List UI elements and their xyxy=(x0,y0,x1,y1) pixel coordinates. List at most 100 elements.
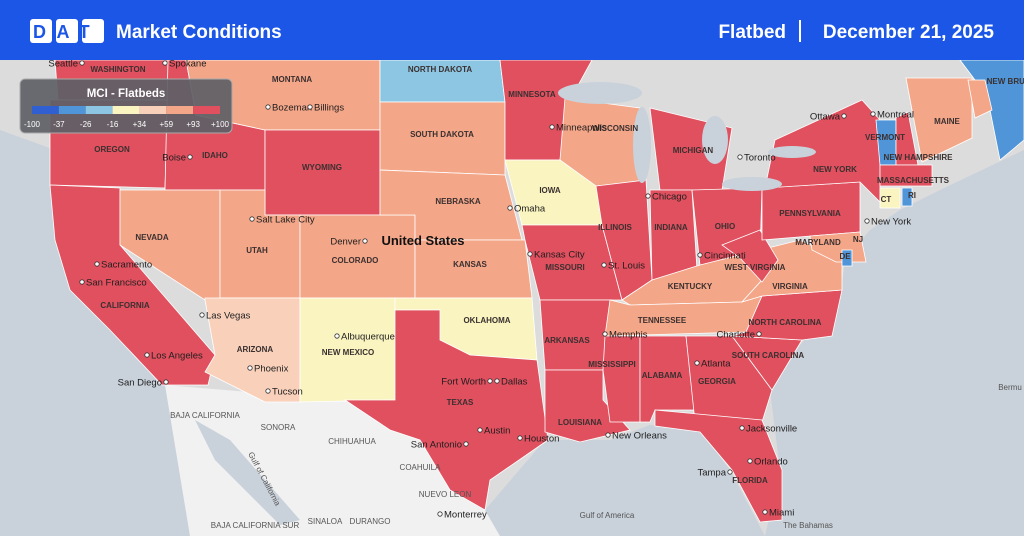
state-mississippi xyxy=(602,335,641,423)
city-dot xyxy=(507,205,513,211)
city-label: San Antonio xyxy=(411,440,462,451)
city-dot xyxy=(199,312,205,318)
city-label: Tampa xyxy=(697,468,726,479)
city-label: St. Louis xyxy=(608,261,645,272)
state-label: GEORGIA xyxy=(698,377,736,386)
state-kansas xyxy=(414,239,533,299)
region-label: NUEVO LEON xyxy=(419,490,472,499)
city-dot xyxy=(870,111,876,117)
state-label: NEVADA xyxy=(135,233,168,242)
state-label: VIRGINIA xyxy=(772,282,808,291)
city-dot xyxy=(602,331,608,337)
city-label: Ottawa xyxy=(810,112,841,123)
city-dot xyxy=(739,425,745,431)
city-dot xyxy=(697,252,703,258)
state-label: NEW BRUNSWICK xyxy=(987,77,1024,86)
legend: MCI - Flatbeds -100 -37 -26 -16 +34 +59 +93 +10… xyxy=(19,78,233,134)
city-dot xyxy=(487,378,493,384)
city-dot xyxy=(144,352,150,358)
state-label: WASHINGTON xyxy=(91,65,146,74)
city-label: Omaha xyxy=(514,204,546,215)
legend-swatch xyxy=(166,106,194,114)
equipment: Flatbed xyxy=(718,22,786,43)
city-dot xyxy=(265,104,271,110)
region-label: BAJA CALIFORNIA SUR xyxy=(211,521,300,530)
state-label: WEST VIRGINIA xyxy=(725,263,786,272)
legend-tick-label: +59 xyxy=(159,120,173,129)
logo-box xyxy=(56,19,78,43)
water-label: The Bahamas xyxy=(783,521,833,530)
state-label: NORTH CAROLINA xyxy=(749,318,822,327)
city-dot xyxy=(841,113,847,119)
city-dot xyxy=(762,509,768,515)
state-label: OKLAHOMA xyxy=(463,316,510,325)
legend-swatch xyxy=(85,106,113,114)
city-label: Fort Worth xyxy=(441,377,486,388)
city-label: San Diego xyxy=(118,378,162,389)
city-label: Los Angeles xyxy=(151,351,203,362)
header-title: Market Conditions xyxy=(116,22,282,43)
state-label: TEXAS xyxy=(447,398,474,407)
region-label: SINALOA xyxy=(308,517,343,526)
state-label: MONTANA xyxy=(272,75,313,84)
state-label: OREGON xyxy=(94,145,130,154)
state-label: DE xyxy=(839,252,851,261)
header-bar xyxy=(0,0,1024,60)
state-label: IOWA xyxy=(539,186,561,195)
state-label: ARIZONA xyxy=(237,345,274,354)
city-label: Spokane xyxy=(169,59,207,70)
city-label: Albuquerque xyxy=(341,332,395,343)
legend-swatch xyxy=(32,106,59,114)
state-connecticut xyxy=(879,187,901,209)
state-label: NORTH DAKOTA xyxy=(408,65,473,74)
state-label: UTAH xyxy=(246,246,268,255)
state-label: NJ xyxy=(853,235,863,244)
legend-swatch xyxy=(112,106,140,114)
city-label: Kansas City xyxy=(534,250,585,261)
state-label: TENNESSEE xyxy=(638,316,687,325)
city-label: Jacksonville xyxy=(746,424,797,435)
city-label: Bozeman xyxy=(272,103,312,114)
state-rhode-island xyxy=(901,187,913,207)
logo-text: DAT xyxy=(33,22,100,42)
city-dot xyxy=(747,458,753,464)
city-dot xyxy=(527,251,533,257)
city-dot xyxy=(605,432,611,438)
city-label: Monterrey xyxy=(444,510,487,521)
city-dot xyxy=(187,154,193,160)
region-label: BAJA CALIFORNIA xyxy=(170,411,240,420)
state-label: OHIO xyxy=(715,222,735,231)
region-label: DURANGO xyxy=(350,517,391,526)
city-dot xyxy=(79,279,85,285)
city-dot xyxy=(94,261,100,267)
region-label: COAHUILA xyxy=(400,463,442,472)
lake xyxy=(702,116,728,164)
city-label: Sacramento xyxy=(101,260,152,271)
pacific-ocean xyxy=(0,130,190,536)
city-label: New York xyxy=(871,217,911,228)
gulf-of-california xyxy=(195,420,300,525)
legend-swatch xyxy=(139,106,167,114)
state-massachusetts xyxy=(879,164,933,187)
mexico xyxy=(165,385,500,536)
date: December 21, 2025 xyxy=(823,22,995,43)
city-dot xyxy=(517,435,523,441)
atlantic-ocean xyxy=(765,150,1024,536)
state-label: NEW HAMPSHIRE xyxy=(884,153,954,162)
city-dot xyxy=(477,427,483,433)
state-label: RI xyxy=(908,191,916,200)
state-label: NEW YORK xyxy=(813,165,857,174)
city-dot xyxy=(334,333,340,339)
city-label: Seattle xyxy=(48,59,78,70)
state-label: INDIANA xyxy=(654,223,688,232)
city-label: Memphis xyxy=(609,330,648,341)
state-florida xyxy=(654,409,783,523)
city-dot xyxy=(247,365,253,371)
city-label: San Francisco xyxy=(86,278,147,289)
state-label: ILLINOIS xyxy=(598,223,632,232)
gulf-of-america xyxy=(485,425,765,536)
state-label: WISCONSIN xyxy=(592,124,638,133)
legend-title: MCI - Flatbeds xyxy=(87,88,166,100)
city-label: Cincinnati xyxy=(704,251,746,262)
